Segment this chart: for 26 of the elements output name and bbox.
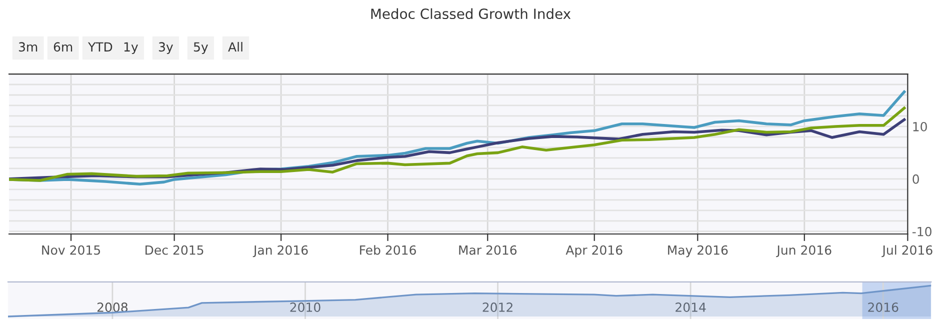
y-tick-label: -10 [912, 226, 932, 236]
y-tick-label: 10 [913, 122, 927, 132]
x-tick-label: 2010 [290, 302, 320, 312]
x-tick-label: 2016 [868, 302, 898, 312]
y-tick-label: 0 [912, 174, 919, 184]
x-tick-label: Mar 2016 [459, 245, 517, 255]
x-tick-label: 2014 [676, 302, 706, 312]
x-tick-label: Feb 2016 [360, 245, 416, 255]
x-tick-label: Jun 2016 [776, 245, 832, 258]
x-tick-label: Jul 2016 [882, 245, 932, 258]
x-tick-label: May 2016 [668, 245, 728, 258]
text: All [228, 42, 242, 52]
text: 5y [194, 42, 208, 54]
chart-title: Medoc Classed Growth Index [371, 8, 571, 20]
x-tick-label: Jan 2016 [252, 245, 308, 258]
text: 6m [54, 42, 72, 52]
text: 3y [158, 42, 173, 54]
x-tick-label: 2008 [97, 302, 128, 312]
x-tick-label: 2012 [482, 302, 512, 312]
text: YTD [88, 42, 112, 52]
text: 1y [124, 42, 138, 54]
x-tick-label: Apr 2016 [566, 245, 622, 258]
x-tick-label: Nov 2015 [42, 245, 100, 255]
x-tick-label: Dec 2015 [146, 245, 204, 255]
text: 3m [18, 42, 38, 52]
line-series [9, 106, 906, 182]
